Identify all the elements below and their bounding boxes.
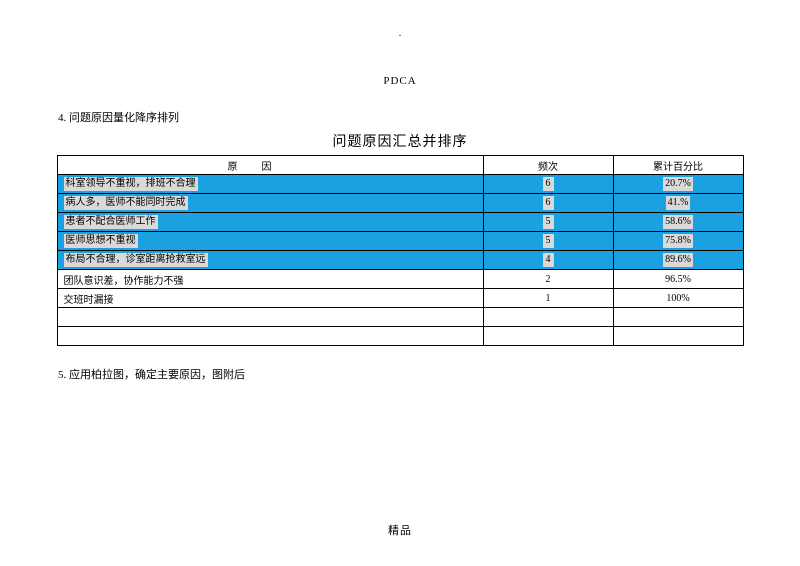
pdca-heading: PDCA bbox=[0, 75, 800, 87]
cell-reason: 团队意识差，协作能力不强 bbox=[57, 270, 483, 289]
section-4-title: 4. 问题原因量化降序排列 bbox=[58, 109, 800, 125]
cell-pct: 58.6% bbox=[613, 213, 743, 232]
table-row: 病人多，医师不能同时完成641.% bbox=[57, 194, 743, 213]
cell-reason: 科室领导不重视，排班不合理 bbox=[57, 175, 483, 194]
page-footer: 精品 bbox=[0, 522, 800, 538]
header-reason: 原因 bbox=[57, 156, 483, 175]
header-freq: 频次 bbox=[483, 156, 613, 175]
cell-freq: 6 bbox=[483, 194, 613, 213]
reason-table: 原因 频次 累计百分比 科室领导不重视，排班不合理620.7%病人多，医师不能同… bbox=[57, 155, 744, 346]
table-row: 交班时漏接1100% bbox=[57, 289, 743, 308]
cell-freq: 5 bbox=[483, 213, 613, 232]
cell-reason bbox=[57, 327, 483, 346]
cell-pct: 100% bbox=[613, 289, 743, 308]
cell-reason: 交班时漏接 bbox=[57, 289, 483, 308]
table-row bbox=[57, 308, 743, 327]
cell-reason: 医师思想不重视 bbox=[57, 232, 483, 251]
cell-reason: 病人多，医师不能同时完成 bbox=[57, 194, 483, 213]
table-row: 患者不配合医师工作558.6% bbox=[57, 213, 743, 232]
cell-reason: 患者不配合医师工作 bbox=[57, 213, 483, 232]
cell-pct bbox=[613, 308, 743, 327]
cell-pct bbox=[613, 327, 743, 346]
cell-reason: 布局不合理，诊室距离抢救室远 bbox=[57, 251, 483, 270]
cell-freq bbox=[483, 308, 613, 327]
section-5-title: 5. 应用柏拉图，确定主要原因，图附后 bbox=[58, 366, 800, 382]
cell-freq: 6 bbox=[483, 175, 613, 194]
cell-freq: 2 bbox=[483, 270, 613, 289]
cell-freq: 4 bbox=[483, 251, 613, 270]
table-header-row: 原因 频次 累计百分比 bbox=[57, 156, 743, 175]
table-row: 科室领导不重视，排班不合理620.7% bbox=[57, 175, 743, 194]
cell-pct: 41.% bbox=[613, 194, 743, 213]
table-row: 布局不合理，诊室距离抢救室远489.6% bbox=[57, 251, 743, 270]
cell-pct: 96.5% bbox=[613, 270, 743, 289]
table-row bbox=[57, 327, 743, 346]
cell-freq: 1 bbox=[483, 289, 613, 308]
header-pct: 累计百分比 bbox=[613, 156, 743, 175]
cell-pct: 20.7% bbox=[613, 175, 743, 194]
cell-freq bbox=[483, 327, 613, 346]
cell-pct: 75.8% bbox=[613, 232, 743, 251]
cell-pct: 89.6% bbox=[613, 251, 743, 270]
cell-reason bbox=[57, 308, 483, 327]
top-marker: . bbox=[0, 0, 800, 39]
table-row: 医师思想不重视575.8% bbox=[57, 232, 743, 251]
table-title: 问题原因汇总并排序 bbox=[0, 131, 800, 151]
cell-freq: 5 bbox=[483, 232, 613, 251]
table-row: 团队意识差，协作能力不强296.5% bbox=[57, 270, 743, 289]
